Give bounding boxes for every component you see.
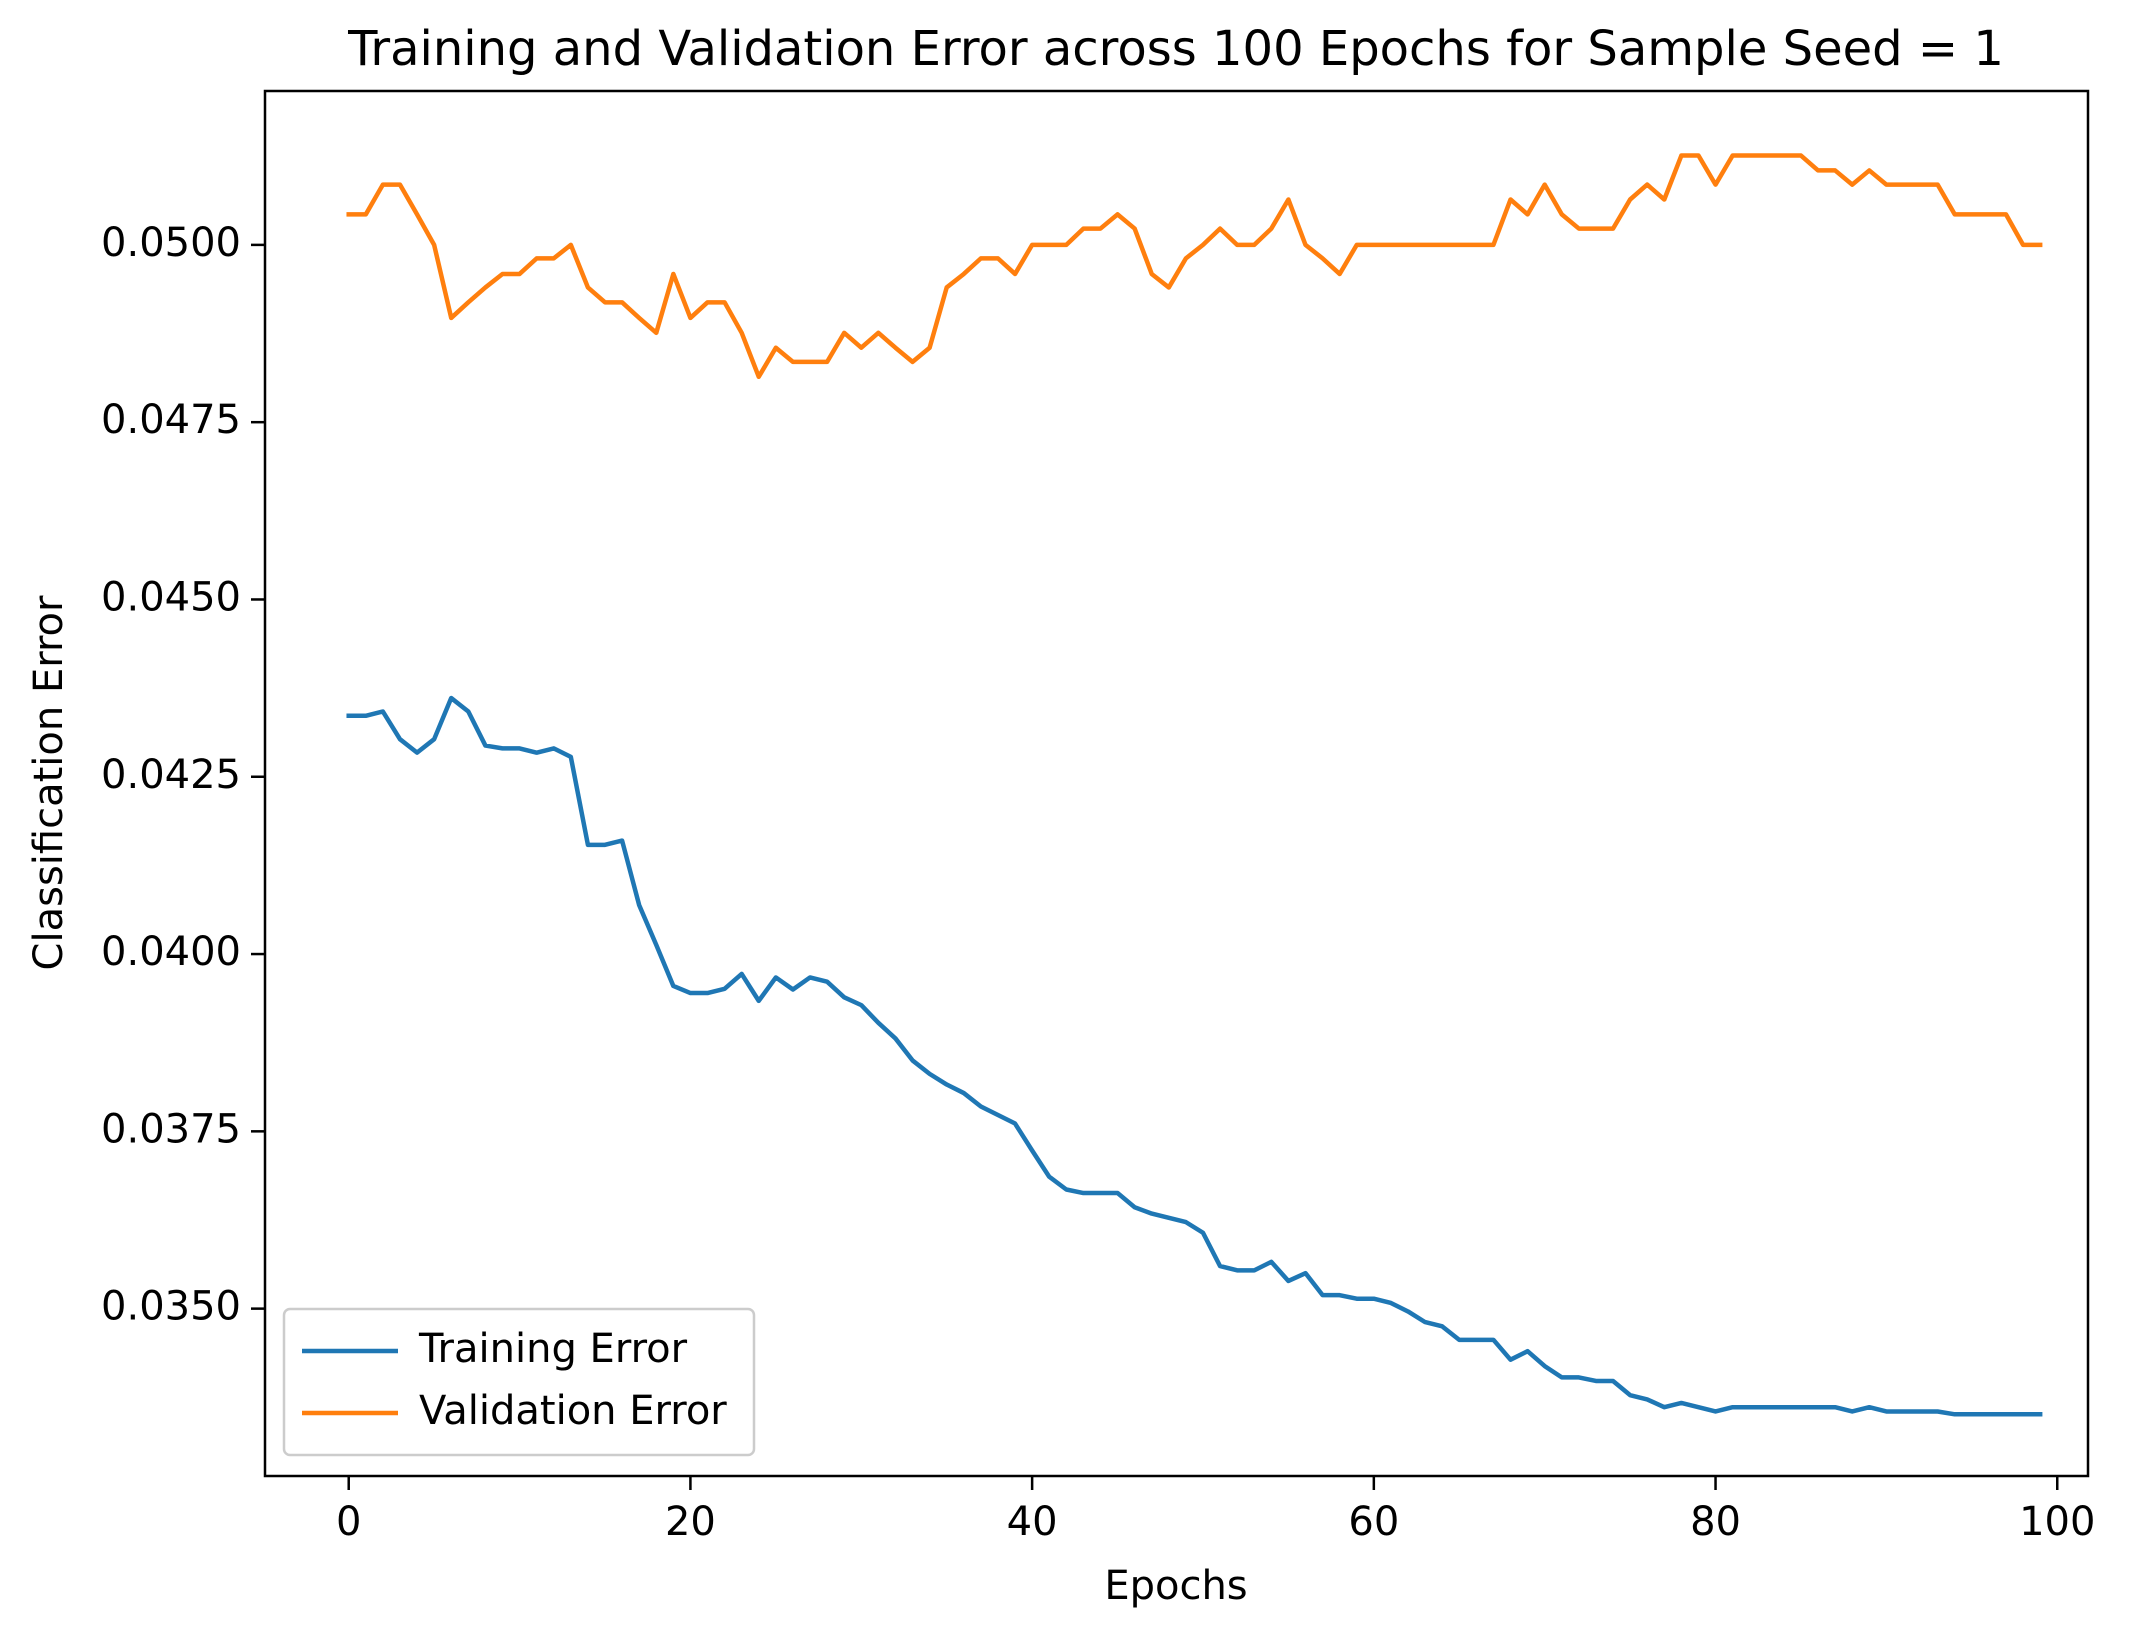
chart-title: Training and Validation Error across 100…	[347, 21, 2004, 77]
legend: Training Error Validation Error	[282, 1307, 756, 1457]
y-tick-label: 0.0375	[101, 1106, 241, 1152]
x-tick-label: 60	[1348, 1499, 1399, 1545]
y-tick-label: 0.0350	[101, 1284, 241, 1330]
x-tick-label: 100	[2019, 1499, 2095, 1545]
y-tick-label: 0.0400	[101, 929, 241, 975]
x-tick-label: 0	[336, 1499, 361, 1545]
y-axis-label: Classification Error	[26, 595, 72, 970]
y-tick-label: 0.0425	[101, 752, 241, 798]
legend-label: Validation Error	[419, 1388, 727, 1434]
legend-box	[282, 1307, 756, 1457]
x-axis-label: Epochs	[1104, 1563, 1247, 1609]
legend-label: Training Error	[418, 1326, 688, 1372]
y-tick-label: 0.0500	[101, 220, 241, 266]
x-tick-label: 80	[1690, 1499, 1741, 1545]
x-tick-label: 20	[665, 1499, 716, 1545]
data-line	[346, 695, 2043, 1417]
data-line	[346, 153, 2043, 380]
x-tick-label: 40	[1007, 1499, 1058, 1545]
y-tick-label: 0.0475	[101, 397, 241, 443]
y-tick-label: 0.0450	[101, 574, 241, 620]
plot-frame	[263, 89, 2090, 1478]
